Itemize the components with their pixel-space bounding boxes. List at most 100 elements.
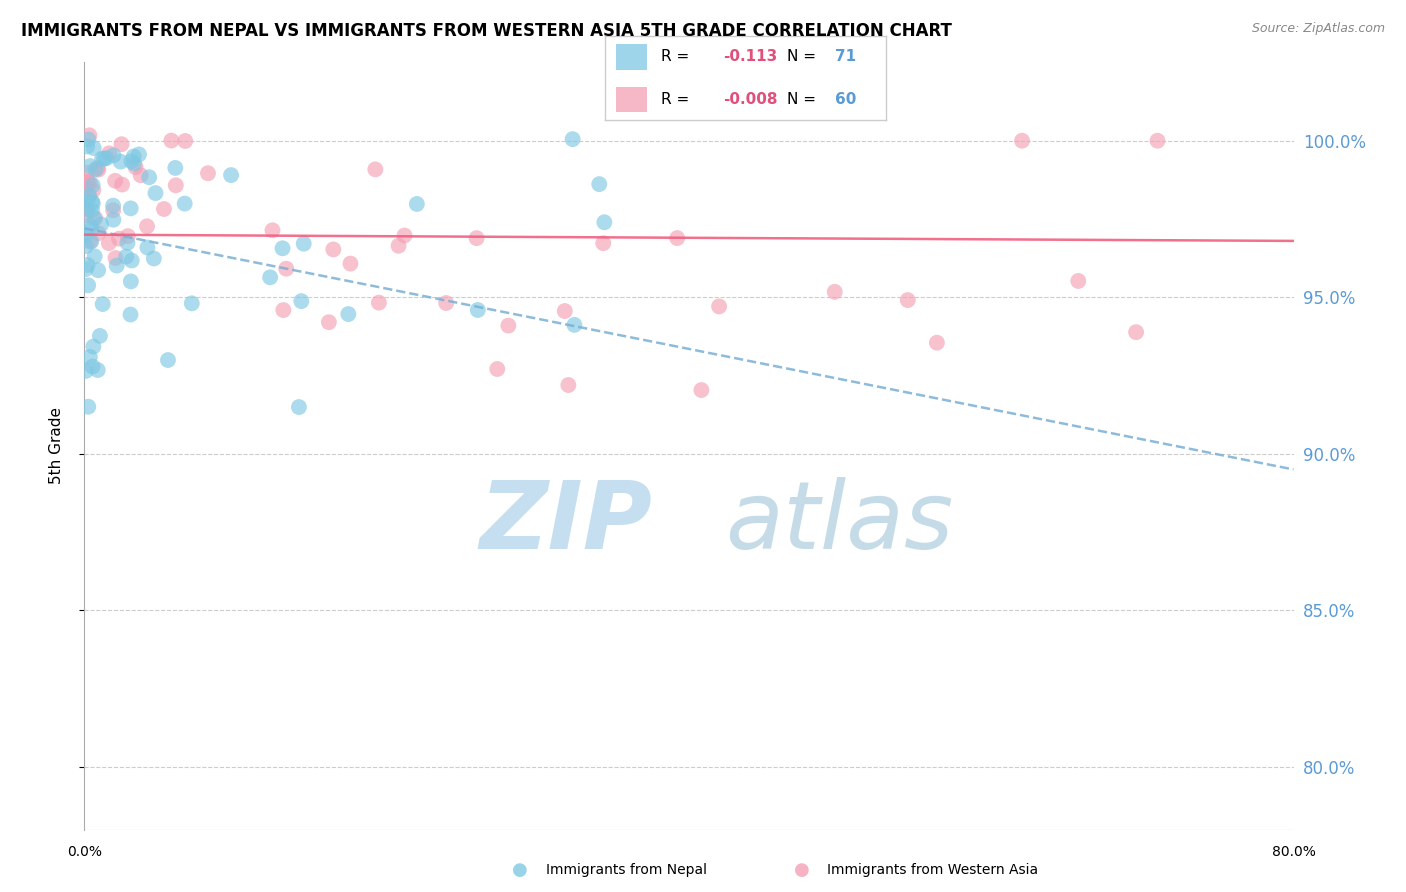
- Text: 80.0%: 80.0%: [1271, 846, 1316, 859]
- Point: [564, 318, 586, 332]
- Point: [77, 174, 100, 188]
- Point: [87, 226, 110, 240]
- Text: -0.113: -0.113: [723, 49, 778, 64]
- Point: [136, 219, 159, 234]
- Point: [79, 128, 101, 143]
- Point: [690, 383, 713, 397]
- Point: [292, 236, 315, 251]
- Point: [180, 296, 202, 310]
- Text: Source: ZipAtlas.com: Source: ZipAtlas.com: [1251, 22, 1385, 36]
- Point: [219, 168, 242, 182]
- Point: [76, 258, 98, 272]
- Point: [120, 202, 142, 216]
- Point: [121, 253, 143, 268]
- Bar: [616, 45, 647, 70]
- Point: [128, 147, 150, 161]
- Point: [117, 229, 139, 244]
- Point: [156, 353, 179, 368]
- Point: [79, 176, 101, 190]
- Text: ●: ●: [512, 861, 529, 879]
- Point: [337, 307, 360, 321]
- Point: [87, 162, 110, 177]
- Text: 0.0%: 0.0%: [67, 846, 101, 859]
- Point: [173, 196, 195, 211]
- Text: R =: R =: [661, 92, 689, 107]
- Point: [394, 228, 416, 243]
- Point: [498, 318, 520, 333]
- Point: [120, 308, 142, 322]
- Y-axis label: 5th Grade: 5th Grade: [49, 408, 63, 484]
- Point: [87, 363, 110, 377]
- Point: [82, 183, 104, 197]
- Point: [1146, 134, 1168, 148]
- Point: [79, 235, 101, 249]
- Point: [84, 162, 107, 177]
- Point: [79, 219, 101, 233]
- Point: [145, 186, 167, 200]
- Point: [122, 149, 145, 163]
- Point: [364, 162, 387, 177]
- Point: [104, 251, 127, 265]
- Point: [160, 134, 183, 148]
- Text: 60: 60: [835, 92, 856, 107]
- Text: ●: ●: [793, 861, 810, 879]
- Text: ZIP: ZIP: [479, 476, 652, 569]
- Point: [897, 293, 920, 307]
- Point: [153, 202, 176, 216]
- Point: [105, 259, 128, 273]
- Point: [434, 296, 457, 310]
- Point: [405, 197, 427, 211]
- Point: [96, 151, 118, 165]
- Point: [76, 166, 98, 180]
- Point: [339, 256, 361, 270]
- Point: [165, 161, 187, 175]
- Point: [387, 239, 409, 253]
- Point: [593, 215, 616, 229]
- Point: [80, 221, 103, 235]
- Point: [91, 297, 114, 311]
- Point: [120, 274, 142, 288]
- Point: [259, 270, 281, 285]
- Point: [97, 236, 120, 251]
- Point: [290, 294, 312, 309]
- Point: [82, 340, 104, 354]
- Point: [142, 252, 165, 266]
- Point: [486, 362, 509, 376]
- Point: [82, 178, 104, 193]
- Point: [138, 170, 160, 185]
- Point: [75, 262, 97, 277]
- Point: [89, 329, 111, 343]
- Point: [75, 239, 97, 253]
- Point: [75, 201, 97, 215]
- Point: [75, 227, 97, 242]
- Point: [288, 400, 311, 414]
- Point: [1011, 134, 1033, 148]
- Point: [273, 303, 295, 318]
- Point: [93, 152, 115, 166]
- Point: [117, 235, 139, 250]
- Point: [276, 261, 298, 276]
- Point: [82, 196, 104, 211]
- Point: [467, 303, 489, 318]
- Point: [103, 212, 125, 227]
- Point: [136, 241, 159, 255]
- Point: [110, 137, 132, 152]
- Point: [115, 250, 138, 264]
- Point: [80, 234, 103, 248]
- Point: [75, 364, 97, 378]
- Point: [79, 350, 101, 364]
- Text: -0.008: -0.008: [723, 92, 778, 107]
- Text: N =: N =: [787, 49, 817, 64]
- Point: [77, 278, 100, 293]
- Point: [110, 154, 132, 169]
- Text: Immigrants from Nepal: Immigrants from Nepal: [546, 863, 707, 877]
- Point: [561, 132, 583, 146]
- Point: [82, 359, 104, 374]
- Point: [98, 146, 121, 161]
- Point: [666, 231, 689, 245]
- Point: [707, 300, 730, 314]
- Point: [557, 378, 579, 392]
- Point: [554, 304, 576, 318]
- Point: [75, 208, 97, 222]
- Point: [322, 243, 344, 257]
